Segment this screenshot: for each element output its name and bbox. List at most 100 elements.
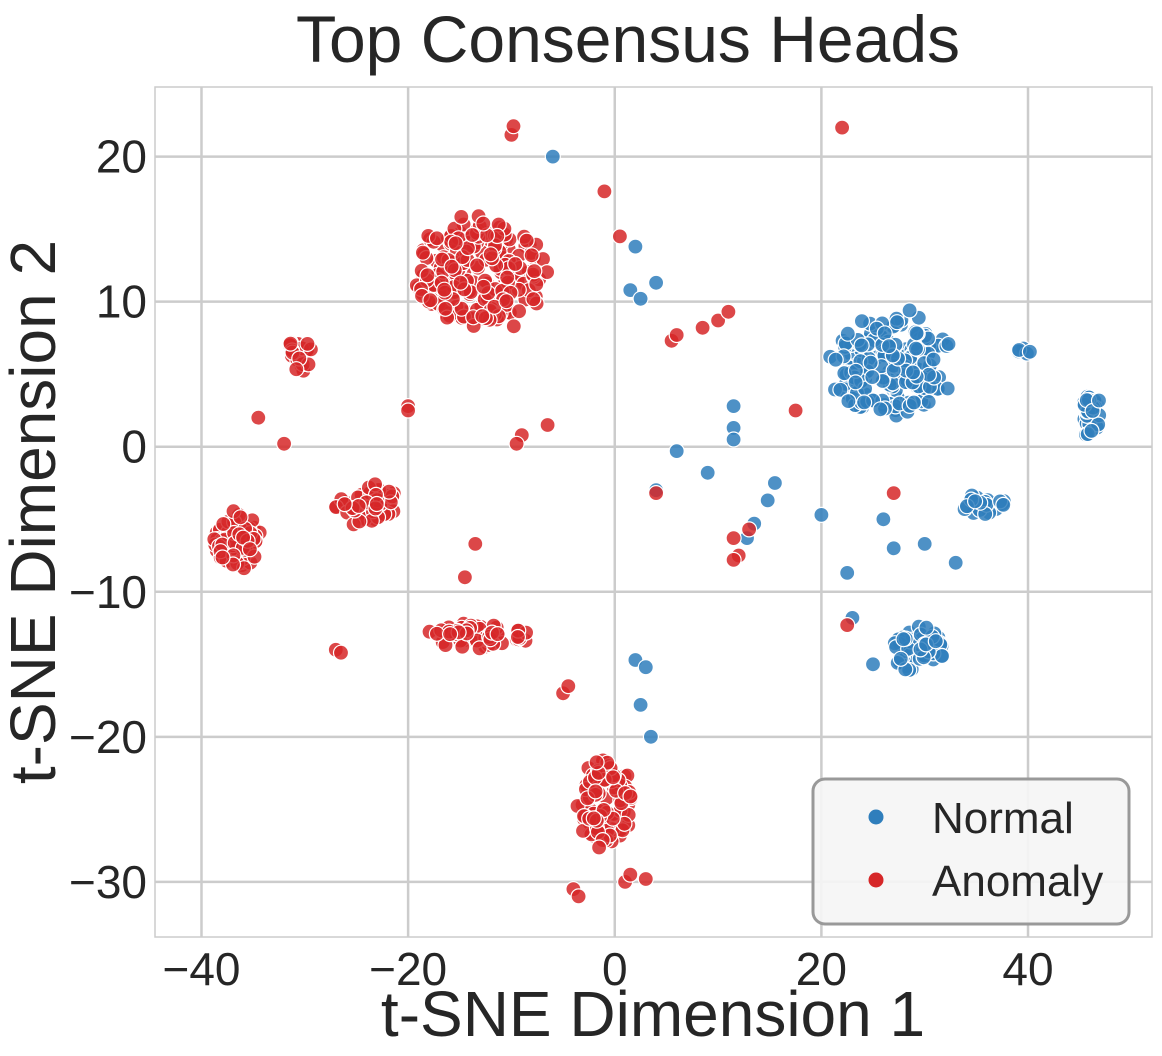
x-tick-label: 40 xyxy=(1002,943,1053,995)
anomaly-point xyxy=(400,402,417,419)
anomaly-point xyxy=(622,866,639,883)
y-axis-ticks: −30 −20 −10 0 10 20 xyxy=(69,131,147,908)
anomaly-point xyxy=(596,183,613,200)
normal-point xyxy=(855,394,873,411)
anomaly-point xyxy=(523,247,540,264)
anomaly-point xyxy=(332,644,350,661)
anomaly-point xyxy=(471,640,488,657)
normal-point xyxy=(888,314,906,331)
normal-point xyxy=(864,656,882,673)
normal-point xyxy=(904,364,922,381)
normal-point xyxy=(862,354,879,371)
y-tick-label: −20 xyxy=(69,711,147,763)
anomaly-point xyxy=(498,293,515,310)
normal-point xyxy=(864,369,881,386)
normal-point xyxy=(939,380,956,397)
anomaly-point xyxy=(288,361,305,378)
normal-point xyxy=(966,493,984,510)
x-axis-label: t-SNE Dimension 1 xyxy=(381,978,925,1050)
anomaly-point xyxy=(507,255,524,273)
anomaly-point xyxy=(499,269,516,286)
anomaly-point xyxy=(740,521,758,538)
anomaly-point xyxy=(885,485,902,502)
anomaly-point xyxy=(464,226,481,244)
anomaly-point xyxy=(452,274,469,291)
anomaly-point xyxy=(604,769,622,786)
anomaly-point xyxy=(414,244,431,261)
anomaly-point xyxy=(622,788,639,805)
anomaly-point xyxy=(469,257,486,274)
normal-point xyxy=(622,282,639,299)
data-points xyxy=(206,118,1108,905)
anomaly-point xyxy=(447,235,464,252)
normal-point xyxy=(940,335,957,353)
normal-point xyxy=(872,401,889,418)
anomaly-point xyxy=(508,435,525,452)
anomaly-point xyxy=(637,870,654,888)
legend-box xyxy=(811,777,1131,926)
normal-point xyxy=(759,492,776,509)
normal-point xyxy=(918,619,935,636)
anomaly-point xyxy=(509,628,527,646)
anomaly-point xyxy=(570,888,587,905)
anomaly-point xyxy=(539,416,556,434)
chart-title: Top Consensus Heads xyxy=(296,2,960,76)
normal-point xyxy=(853,337,870,354)
normal-point xyxy=(875,511,892,528)
anomaly-point xyxy=(443,258,460,275)
anomaly-point xyxy=(510,303,528,320)
normal-point xyxy=(632,696,649,714)
normal-point xyxy=(668,443,685,460)
y-tick-label: −30 xyxy=(69,856,147,908)
normal-point xyxy=(907,340,925,357)
normal-point xyxy=(839,564,856,582)
anomaly-point xyxy=(709,312,727,329)
y-tick-label: 10 xyxy=(96,276,147,328)
normal-point xyxy=(1090,392,1108,409)
anomaly-point xyxy=(474,308,491,325)
anomaly-point xyxy=(647,485,665,502)
normal-point xyxy=(699,464,716,481)
normal-point xyxy=(725,398,742,415)
anomaly-point xyxy=(525,291,542,308)
anomaly-point xyxy=(368,495,385,513)
y-tick-label: −10 xyxy=(69,566,147,618)
legend: Normal Anomaly xyxy=(811,777,1131,926)
normal-point xyxy=(813,506,830,524)
normal-point xyxy=(880,338,898,355)
anomaly-point xyxy=(526,263,543,280)
legend-marker-anomaly xyxy=(868,872,884,888)
anomaly-point xyxy=(442,625,459,643)
normal-point xyxy=(892,650,909,667)
normal-point xyxy=(642,728,660,745)
normal-point xyxy=(905,394,923,411)
y-tick-label: 20 xyxy=(96,131,147,183)
y-axis-label: t-SNE Dimension 2 xyxy=(0,240,69,784)
normal-point xyxy=(995,496,1012,513)
anomaly-point xyxy=(668,326,685,344)
anomaly-point xyxy=(428,230,445,247)
anomaly-point xyxy=(436,281,453,298)
anomaly-point xyxy=(489,625,506,643)
normal-point xyxy=(847,374,864,391)
anomaly-point xyxy=(505,118,522,135)
anomaly-point xyxy=(419,267,436,284)
normal-point xyxy=(916,535,933,553)
anomaly-point xyxy=(528,276,545,293)
normal-point xyxy=(920,393,937,410)
anomaly-point xyxy=(475,215,492,232)
legend-label-normal: Normal xyxy=(932,794,1074,843)
legend-marker-normal xyxy=(868,809,884,825)
normal-point xyxy=(832,381,849,398)
anomaly-point xyxy=(482,246,499,263)
anomaly-point xyxy=(336,496,353,513)
anomaly-point xyxy=(299,335,316,352)
normal-point xyxy=(927,633,944,650)
anomaly-point xyxy=(456,569,473,586)
normal-point xyxy=(947,554,964,571)
normal-point xyxy=(766,474,784,492)
anomaly-point xyxy=(694,319,711,336)
normal-point xyxy=(637,659,654,676)
x-axis-ticks: −40 −20 0 20 40 xyxy=(162,943,1053,995)
